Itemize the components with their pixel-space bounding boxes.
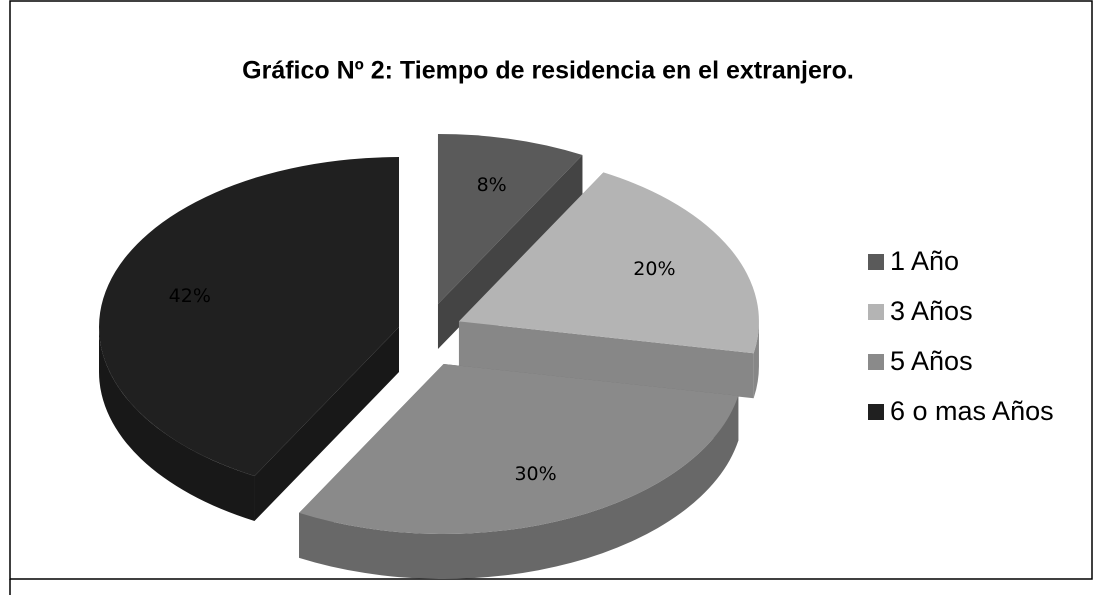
- slice-side-face: [437, 155, 583, 350]
- legend: 1 Año 3 Años 5 Años 6 o mas Años: [868, 246, 1054, 426]
- legend-label: 6 o mas Años: [890, 396, 1054, 426]
- slice: [458, 172, 759, 354]
- legend-label: 5 Años: [890, 346, 973, 376]
- slice-wall: [753, 321, 759, 399]
- slice-wall: [299, 395, 739, 579]
- slice-side-face: [458, 321, 754, 399]
- legend-swatch: [868, 354, 884, 370]
- slice: [437, 134, 583, 305]
- data-label: 30%: [514, 463, 556, 485]
- legend-swatch: [868, 304, 884, 320]
- legend-swatch: [868, 254, 884, 270]
- legend-label: 1 Año: [890, 246, 959, 276]
- slice-side-face: [254, 327, 400, 522]
- legend-swatch: [868, 404, 884, 420]
- slice: [299, 363, 739, 534]
- slice-tops: 8% 20% 30% 42%: [99, 134, 759, 534]
- legend-label: 3 Años: [890, 296, 973, 326]
- data-label: 8%: [477, 174, 507, 196]
- slice: [99, 157, 400, 477]
- slice-wall: [99, 327, 255, 522]
- pie: 8% 20% 30% 42%: [99, 134, 759, 579]
- data-label: 20%: [633, 258, 675, 280]
- data-label: 42%: [169, 285, 211, 307]
- chart-title: Gráfico Nº 2: Tiempo de residencia en el…: [242, 57, 854, 85]
- chart-frame: [9, 0, 1093, 580]
